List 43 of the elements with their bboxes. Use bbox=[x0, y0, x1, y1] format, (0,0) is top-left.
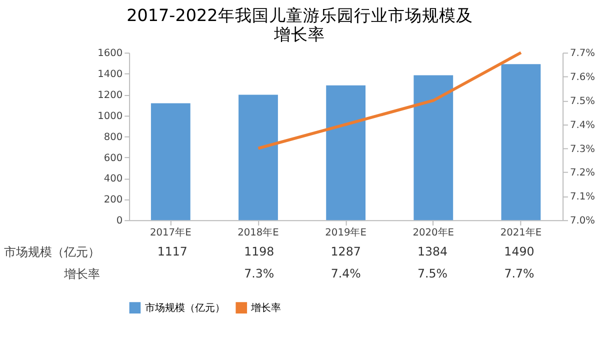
legend-label: 增长率 bbox=[250, 302, 282, 314]
y-tick-label: 200 bbox=[104, 194, 123, 206]
y-tick-label: 1600 bbox=[98, 48, 123, 60]
y2-tick-label: 7.3% bbox=[570, 144, 595, 155]
y-tick-label: 400 bbox=[104, 174, 123, 185]
bar bbox=[414, 75, 454, 220]
x-tick-label: 2020年E bbox=[412, 226, 454, 238]
data-label: 1198 bbox=[244, 244, 274, 259]
y2-tick-label: 7.1% bbox=[570, 192, 595, 203]
bar bbox=[501, 64, 541, 220]
data-label: 7.4% bbox=[330, 266, 361, 280]
y2-tick-label: 7.4% bbox=[570, 120, 595, 131]
x-tick-label: 2019年E bbox=[325, 226, 366, 238]
data-label: 1287 bbox=[330, 244, 361, 259]
y-tick-label: 800 bbox=[104, 132, 123, 143]
y2-tick-label: 7.0% bbox=[570, 216, 595, 227]
data-label: 7.7% bbox=[504, 266, 534, 280]
y-tick-label: 1200 bbox=[98, 90, 123, 101]
y-tick-label: 600 bbox=[104, 152, 123, 164]
data-label: 1490 bbox=[504, 244, 534, 259]
y2-tick-label: 7.5% bbox=[570, 96, 595, 107]
text: 增长率 bbox=[274, 24, 326, 44]
bar bbox=[238, 94, 278, 220]
y2-tick-label: 7.6% bbox=[570, 72, 595, 84]
data-label: 7.5% bbox=[418, 266, 448, 280]
legend-label: 市场规模（亿元） bbox=[144, 302, 225, 314]
x-tick-label: 2021年E bbox=[500, 226, 542, 238]
text: 增长率 bbox=[64, 266, 100, 281]
data-label: 1384 bbox=[417, 244, 448, 259]
x-tick-label: 2017年E bbox=[150, 226, 192, 238]
y2-tick-label: 7.2% bbox=[570, 168, 595, 179]
bar bbox=[326, 85, 366, 220]
data-label: 1117 bbox=[157, 244, 188, 259]
y-tick-label: 1000 bbox=[98, 110, 123, 122]
line-series bbox=[256, 51, 522, 150]
y-tick-label: 0 bbox=[116, 216, 123, 227]
text: 市场规模（亿元） bbox=[4, 245, 100, 260]
data-label: 7.3% bbox=[244, 266, 274, 280]
y-tick-label: 1400 bbox=[98, 69, 123, 80]
text: 2017-2022年我国儿童游乐园行业市场规模及 bbox=[126, 5, 473, 26]
bar bbox=[150, 103, 190, 220]
y2-tick-label: 7.7% bbox=[570, 48, 595, 60]
x-tick-label: 2018年E bbox=[238, 226, 279, 238]
